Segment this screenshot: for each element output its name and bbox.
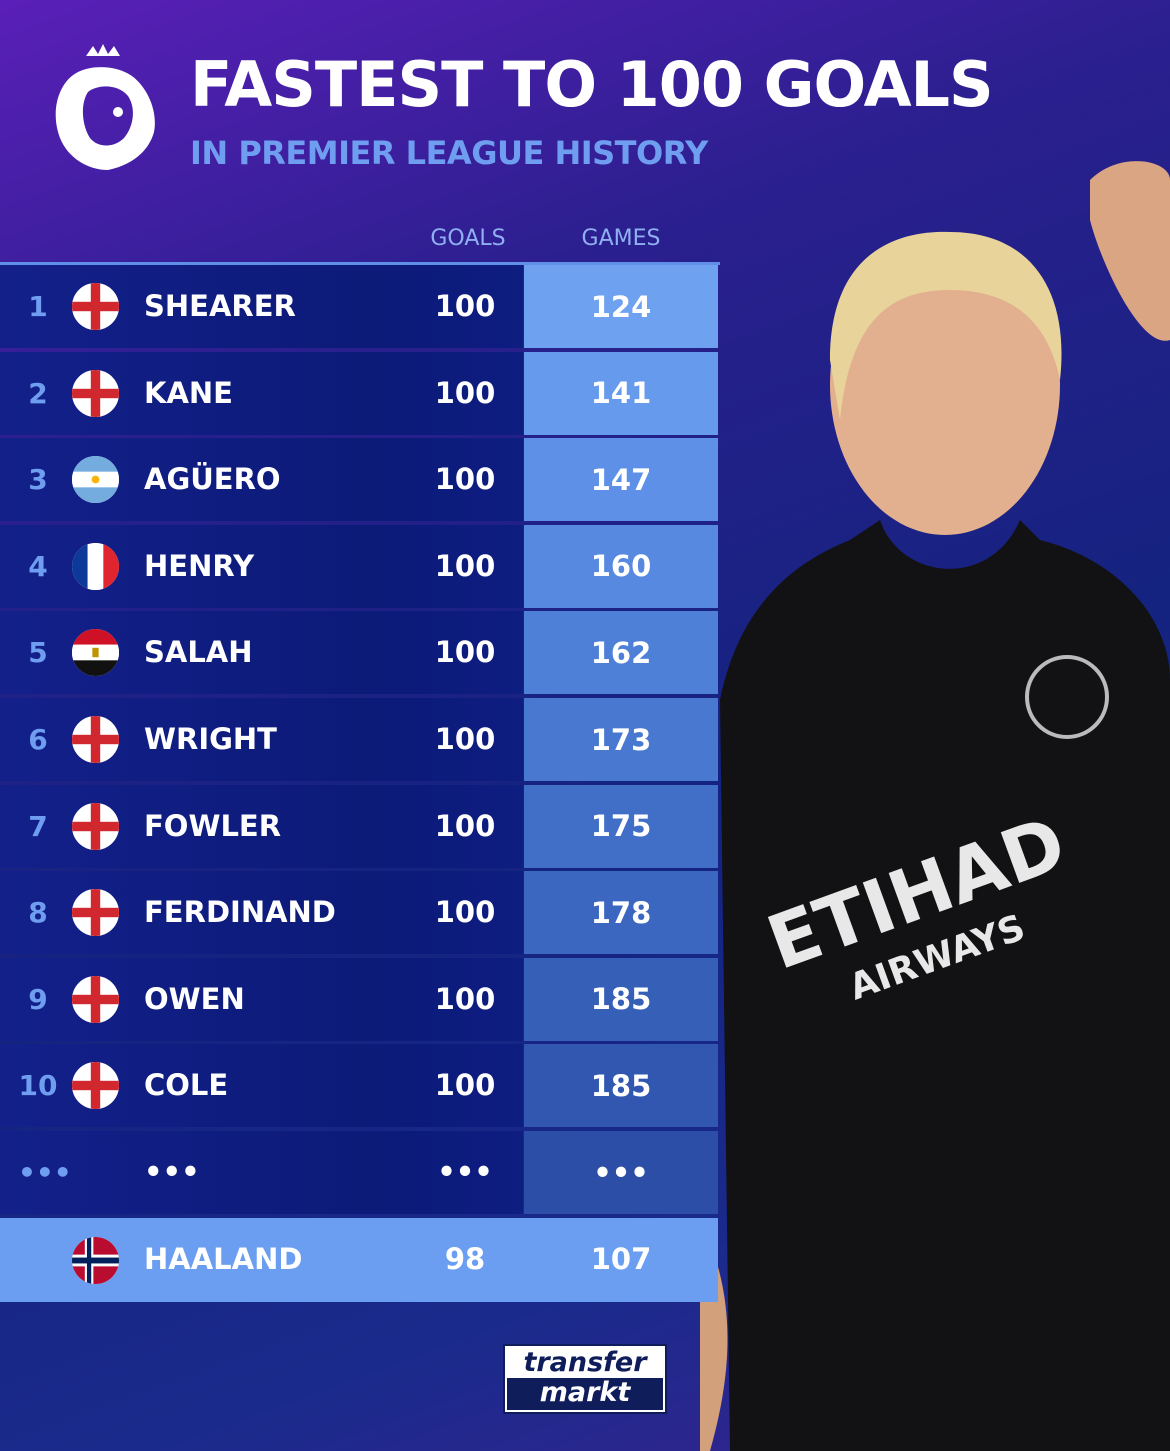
rank: 10 [18,1069,58,1103]
flag-england-icon [72,889,119,937]
rank: 7 [28,809,48,843]
table-row: 162 5 SALAH 100 [0,611,720,695]
rank: 3 [28,463,48,497]
games-value: 162 [524,611,718,695]
table-row: 178 8 FERDINAND 100 [0,871,720,955]
games-value: 107 [590,1242,652,1276]
page-subtitle: IN PREMIER LEAGUE HISTORY [190,134,708,172]
rank: ••• [18,1156,72,1189]
player-name: COLE [144,1068,229,1103]
games-value: 185 [524,1044,718,1128]
games-value: 173 [524,698,718,781]
table-row: 175 7 FOWLER 100 [0,784,720,868]
table-row: 124 1 SHEARER 100 [0,265,720,348]
flag-france-icon [72,542,119,590]
rank: 8 [28,896,48,930]
row-background [0,1131,523,1214]
player-name: AGÜERO [144,462,281,497]
rank: 2 [28,376,48,410]
player-name: SALAH [144,635,253,670]
table-row: 147 3 AGÜERO 100 [0,438,720,522]
games-value: 178 [524,871,718,955]
games-value: 147 [524,438,718,522]
table-row: ••• ••• ••• ••• [0,1131,720,1214]
goals-value: 100 [434,548,496,583]
goals-value: 100 [434,289,496,323]
games-value: 160 [524,524,718,608]
transfermarkt-logo: transfer markt [503,1344,667,1414]
goals-value: 100 [434,375,496,410]
goals-value: 100 [434,635,496,670]
flag-norway-icon [72,1237,119,1284]
table-row: 173 6 WRIGHT 100 [0,698,720,781]
divider [0,262,720,265]
table-row: 160 4 HENRY 100 [0,524,720,608]
flag-england-icon [72,283,119,330]
flag-argentina-icon [72,456,119,504]
premier-league-logo [55,44,155,170]
table-row: 185 10 COLE 100 [0,1044,720,1128]
goals-value: 100 [434,808,496,843]
rank: 9 [28,982,48,1016]
table-row: 141 2 KANE 100 [0,351,720,435]
rank: 4 [28,549,48,583]
flag-england-icon [72,975,119,1023]
games-value: 175 [524,784,718,868]
games-value: 124 [524,265,718,348]
player-name: HAALAND [144,1242,303,1276]
games-value: ••• [524,1131,718,1214]
player-name: FOWLER [144,808,282,843]
player-name: FERDINAND [144,895,336,930]
rank: 6 [28,723,48,756]
goals-value: 100 [434,462,496,497]
column-header-goals: GOALS [430,226,506,251]
flag-england-icon [72,369,119,417]
player-name: WRIGHT [144,722,277,756]
goals-value: ••• [437,1155,493,1189]
games-value: 141 [524,351,718,435]
flag-egypt-icon [72,629,119,677]
games-value: 185 [524,957,718,1041]
highlight-row-haaland: HAALAND 98 107 [0,1218,718,1302]
goals-value: 100 [434,722,496,756]
flag-england-icon [72,716,119,763]
table-row: 185 9 OWEN 100 [0,957,720,1041]
goals-value: 98 [444,1242,486,1276]
column-header-games: GAMES [581,226,661,251]
flag-england-icon [72,1062,119,1110]
rank: 1 [28,290,48,323]
player-name: HENRY [144,548,255,583]
rank: 5 [28,636,48,670]
player-name: KANE [144,375,233,410]
goals-value: 100 [434,895,496,930]
goals-value: 100 [434,1068,496,1103]
player-name: ••• [144,1155,200,1189]
club-crest-icon [1025,655,1109,739]
player-photo: ETIHAD AIRWAYS [700,161,1170,1451]
page-title: FASTEST TO 100 GOALS [190,48,994,121]
flag-england-icon [72,802,119,850]
goals-value: 100 [434,981,496,1016]
player-name: SHEARER [144,289,296,323]
player-name: OWEN [144,981,245,1016]
